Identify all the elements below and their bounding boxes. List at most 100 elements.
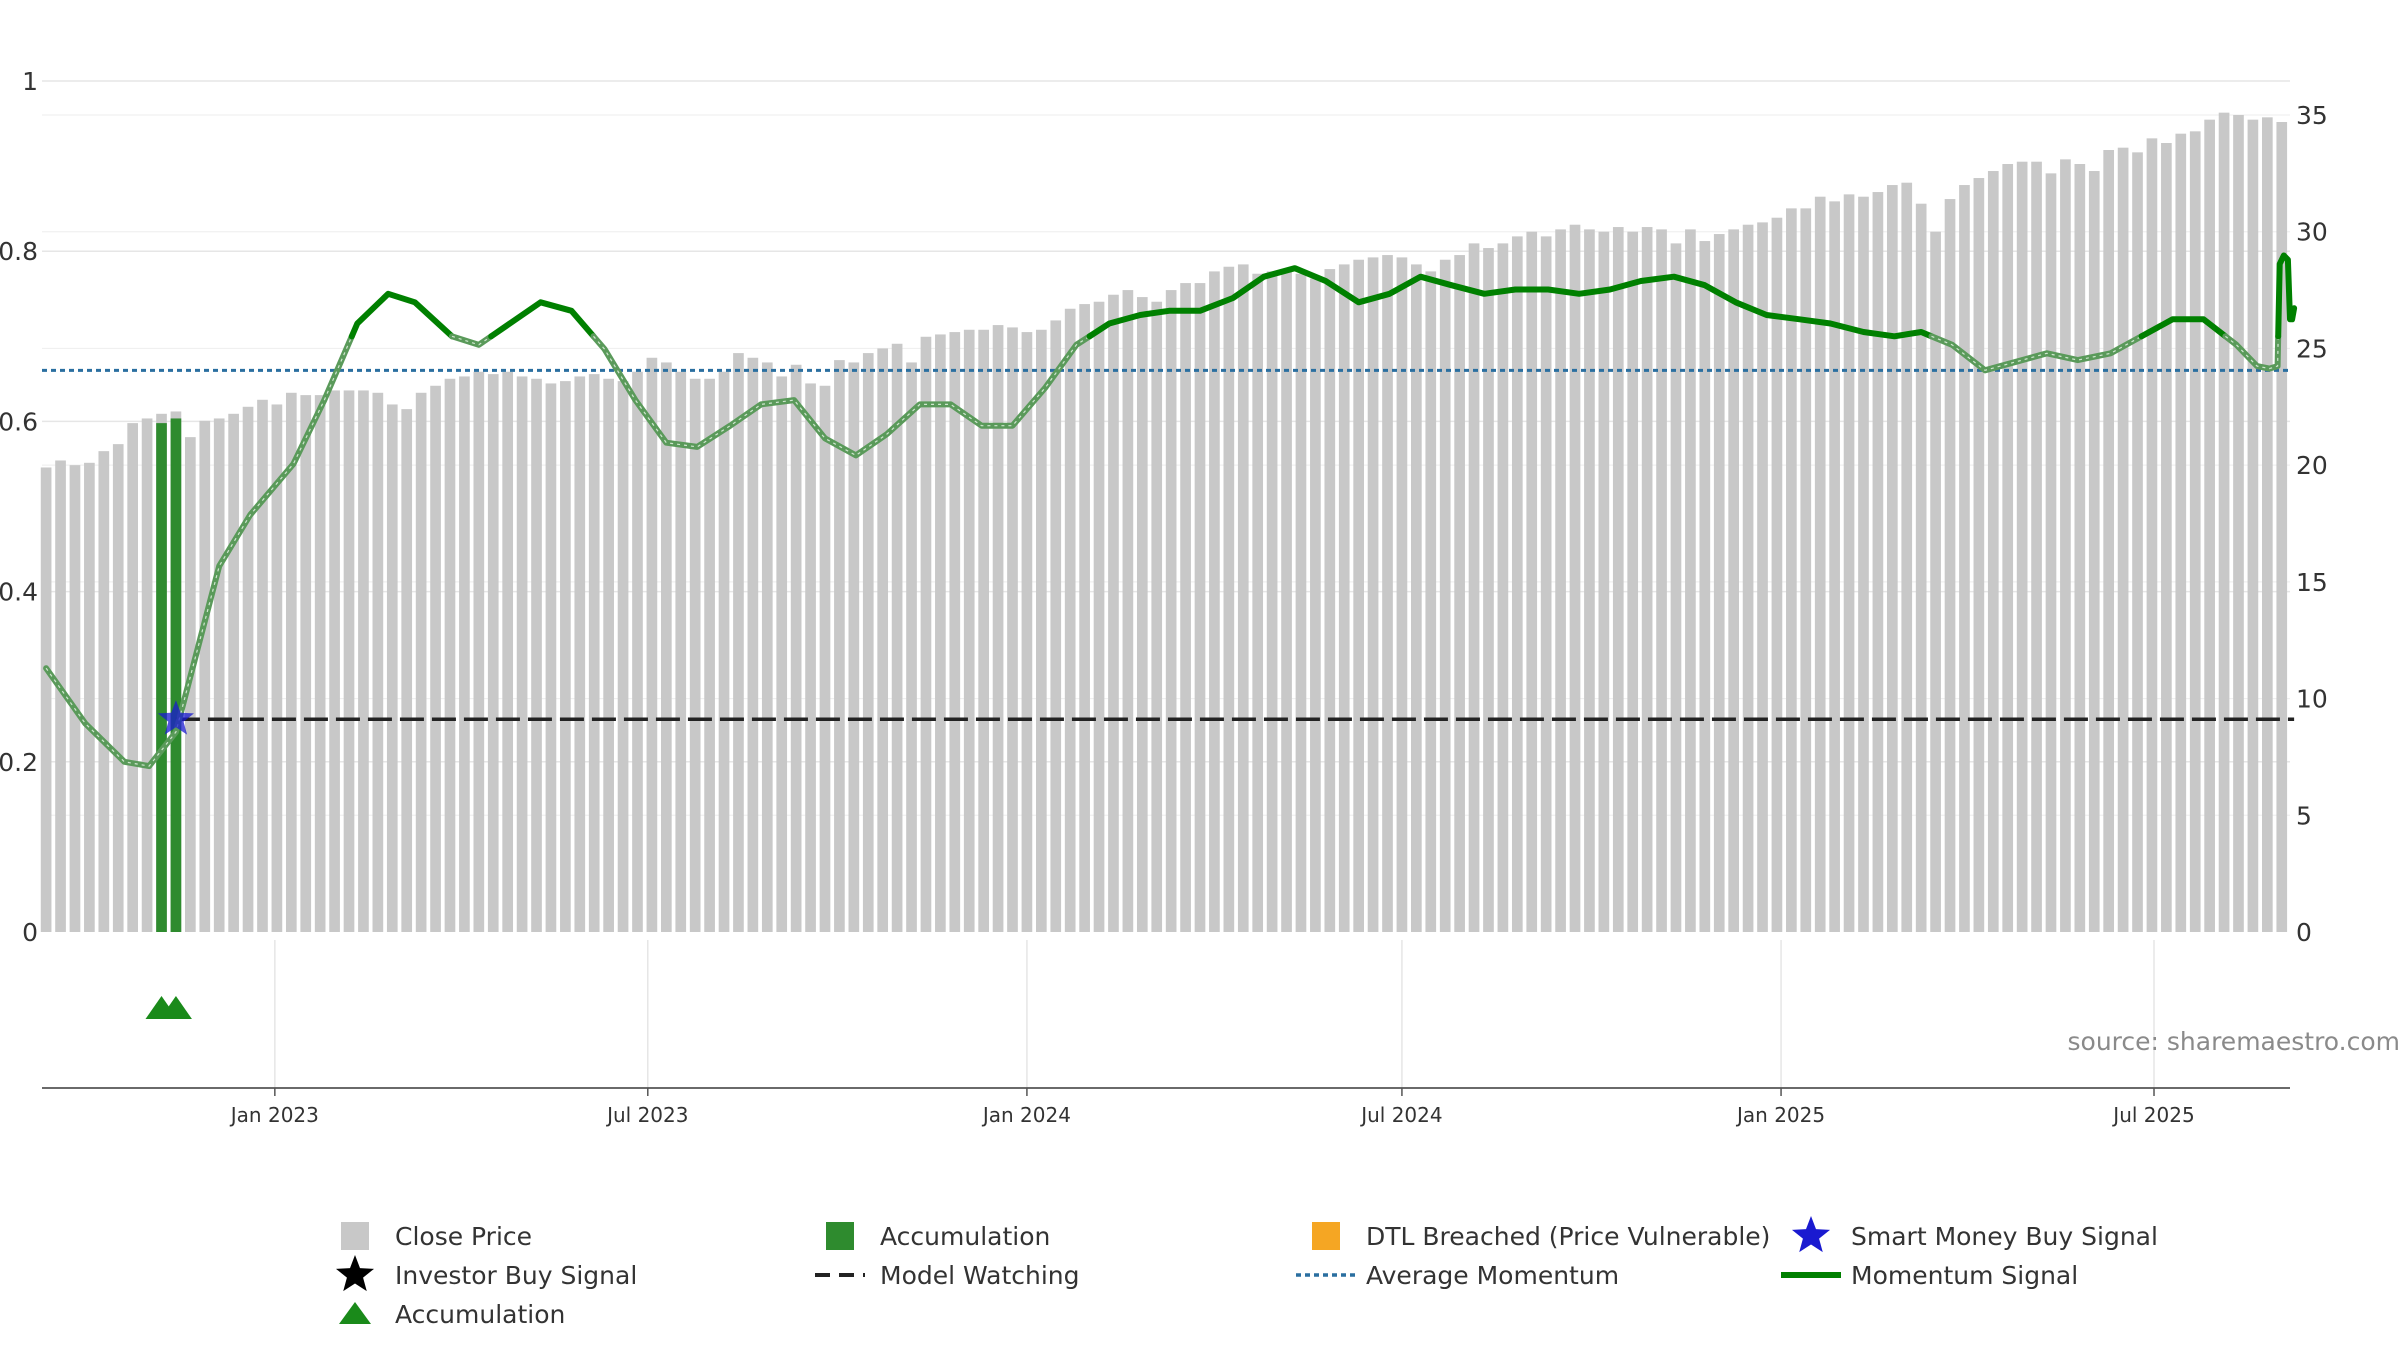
close-price-bar [1108,295,1119,932]
x-tick-label: Jan 2025 [1735,1103,1825,1127]
close-price-bar [401,409,412,932]
legend-square-icon [826,1222,854,1250]
accumulation-bars [156,418,181,932]
close-price-bar [517,376,528,932]
close-price-bar [1397,257,1408,932]
close-price-bar [1627,232,1638,932]
close-price-bar [2219,113,2230,932]
close-price-bar [373,393,384,932]
close-price-bar [1224,267,1235,932]
momentum-signal-strong [352,294,452,337]
close-price-bar [2175,134,2186,932]
legend-item: Model Watching [815,1261,1080,1290]
legend-triangle-icon [339,1302,371,1324]
close-price-bar [2204,120,2215,932]
source-label: source: sharemaestro.com [2068,1027,2400,1056]
close-price-bar [387,404,398,932]
close-price-bar [2190,131,2201,932]
close-price-bar [848,362,859,932]
close-price-bar [1339,264,1350,932]
legend-square-icon [341,1222,369,1250]
close-price-bar [2161,143,2172,932]
close-price-bar [618,381,629,932]
close-price-bar [1570,225,1581,932]
close-price-bar [459,376,470,932]
close-price-bar [1324,269,1335,932]
close-price-bar [1858,197,1869,932]
close-price-bar [1123,290,1134,932]
close-price-bar [1079,304,1090,932]
close-price-bar [921,337,932,932]
close-price-bar [574,376,585,932]
close-price-bar [1743,225,1754,932]
legend-item: DTL Breached (Price Vulnerable) [1312,1222,1770,1251]
close-price-bar [1296,274,1307,932]
legend-label: Smart Money Buy Signal [1851,1222,2158,1251]
legend-item: Accumulation [339,1300,565,1329]
right-tick-label: 35 [2296,101,2328,130]
close-price-bar [1137,297,1148,932]
close-price-bar [2074,164,2085,932]
close-price-bar [2046,173,2057,932]
close-price-bar [416,393,427,932]
close-price-bar [329,390,340,932]
close-price-bar [589,374,600,932]
close-price-bar [546,383,557,932]
close-price-bar [1642,227,1653,932]
legend-label: Accumulation [880,1222,1050,1251]
close-price-bar [1685,229,1696,932]
legend-star-icon [336,1255,374,1291]
left-tick-label: 0.8 [0,237,38,266]
close-price-bar [1699,241,1710,932]
close-price-bar [603,379,614,932]
close-price-bar [315,395,326,932]
close-price-bar [2017,162,2028,932]
legend-item: Average Momentum [1296,1261,1619,1290]
close-price-bar [993,325,1004,932]
close-price-bar [906,362,917,932]
close-price-bar [632,372,643,932]
right-tick-label: 5 [2296,801,2312,830]
close-price-bar [1526,232,1537,932]
close-price-bar [647,358,658,932]
close-price-bar [2002,164,2013,932]
close-price-bar [2276,122,2287,932]
legend-item: Investor Buy Signal [336,1255,637,1291]
close-price-bars [41,113,2287,932]
left-tick-label: 0 [22,918,38,947]
close-price-bar [1757,222,1768,932]
close-price-bar [1151,302,1162,932]
close-price-bar [1498,243,1509,932]
close-price-bar [675,372,686,932]
close-price-bar [1065,309,1076,932]
legend-item: Close Price [341,1222,532,1251]
close-price-bar [1252,274,1263,932]
close-price-bar [2060,159,2071,932]
momentum-signal-strong [491,302,593,336]
close-price-bar [733,353,744,932]
close-price-bar [2132,152,2143,932]
close-price-bar [1945,199,1956,932]
close-price-bar [2103,150,2114,932]
close-price-bar [1036,330,1047,932]
close-price-bar [2262,117,2273,932]
close-price-bar [1195,283,1206,932]
legend-label: Investor Buy Signal [395,1261,637,1290]
close-price-bar [41,467,52,932]
close-price-bar [1671,243,1682,932]
close-price-bar [199,421,210,932]
close-price-bar [690,379,701,932]
close-price-bar [1022,332,1033,932]
close-price-bar [1050,320,1061,932]
close-price-bar [1368,257,1379,932]
legend-item: Momentum Signal [1781,1261,2078,1290]
right-tick-label: 10 [2296,685,2328,714]
close-price-bar [935,334,946,932]
left-tick-label: 0.4 [0,578,38,607]
close-price-bar [1411,264,1422,932]
legend-label: Close Price [395,1222,532,1251]
legend-label: Momentum Signal [1851,1261,2078,1290]
close-price-bar [531,379,542,932]
close-price-bar [719,372,730,932]
close-price-bar [358,390,369,932]
